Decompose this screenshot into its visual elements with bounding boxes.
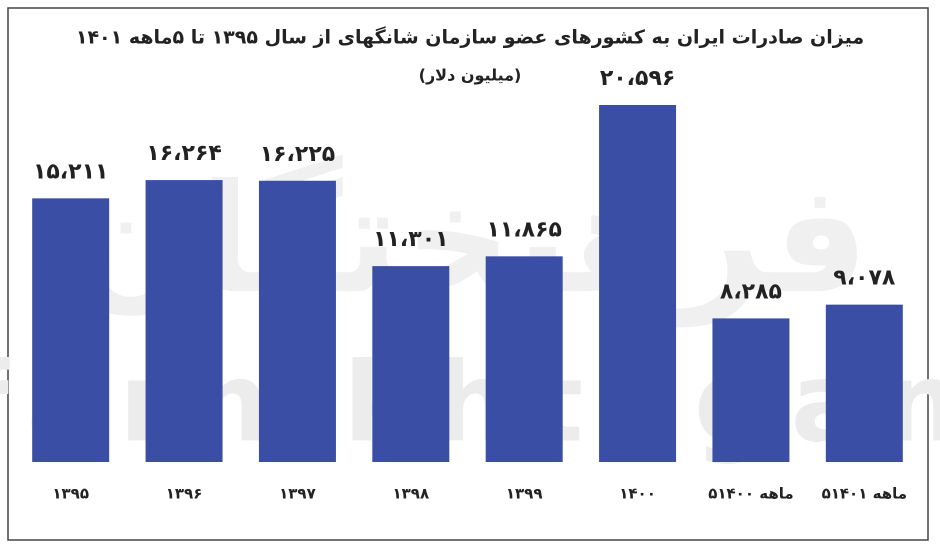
value-label: ۱۱،۳۰۱ (373, 227, 449, 252)
bar (599, 105, 677, 462)
x-tick-label: ۱۳۹۵ (52, 485, 89, 503)
value-label: ۹،۰۷۸ (833, 266, 896, 291)
chart-subtitle: (میلیون دلار) (419, 66, 522, 85)
x-tick-label: ۱۳۹۸ (393, 485, 430, 503)
bar (712, 318, 790, 462)
bar (32, 198, 110, 462)
bar (485, 256, 563, 462)
bar (372, 266, 450, 462)
x-tick-label: ۱۳۹۷ (279, 485, 316, 503)
value-label: ۱۶،۲۶۴ (146, 141, 222, 166)
x-tick-label: ۱۳۹۶ (166, 485, 203, 503)
value-label: ۱۱،۸۶۵ (486, 217, 562, 242)
value-label: ۱۵،۲۱۱ (33, 159, 109, 184)
value-label: ۱۶،۲۲۵ (260, 142, 336, 167)
value-label: ۸،۲۸۵ (720, 279, 782, 304)
x-tick-label: ۱۳۹۹ (506, 485, 543, 503)
x-tick-label: ۵ماهه ۱۴۰۰ (708, 485, 793, 503)
bar (145, 180, 223, 462)
value-label: ۲۰،۵۹۶ (600, 66, 676, 91)
x-tick-label: ۱۴۰۰ (619, 485, 656, 503)
watermark: farhikhtegan (0, 338, 940, 466)
bar (258, 180, 336, 462)
chart-title: میزان صادرات ایران به کشورهای عضو سازمان… (76, 26, 864, 49)
x-tick-label: ۵ماهه ۱۴۰۱ (822, 485, 907, 503)
bar (825, 304, 903, 462)
